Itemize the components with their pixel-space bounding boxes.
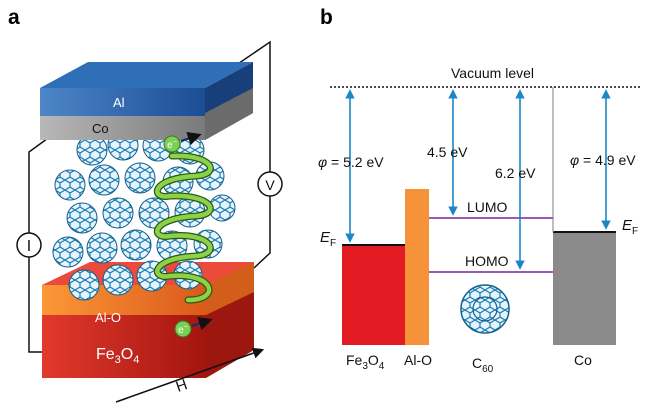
lumo-label: LUMO: [467, 199, 508, 215]
vacuum-level-label: Vacuum level: [451, 65, 534, 81]
svg-text:e−: e−: [167, 139, 177, 151]
voltage-meter-label: V: [265, 177, 275, 193]
alo-material-label: Al-O: [404, 352, 432, 368]
magnetic-field-label: H: [174, 376, 190, 396]
co-bar: [553, 232, 616, 345]
panel-label-b: b: [320, 6, 333, 29]
fe3o4-layer-label: Fe3O4: [96, 346, 139, 366]
homo-label: HOMO: [465, 253, 509, 269]
co-fermi-label: EF: [622, 217, 638, 237]
c60-molecule: [460, 284, 510, 334]
phi-fe3o4-label: φ = 5.2 eV: [318, 154, 384, 170]
current-meter-label: I: [27, 238, 31, 255]
panel-label-a: a: [8, 6, 20, 29]
c60-material-label: C60: [472, 355, 494, 375]
magnetic-field-arrow: H: [115, 347, 265, 403]
fe3o4-bar: [342, 245, 405, 345]
co-layer-label: Co: [92, 121, 109, 136]
phi-co-label: φ = 4.9 eV: [570, 152, 636, 168]
fe3o4-material-label: Fe3O4: [346, 352, 385, 372]
electron-top: e−: [163, 131, 202, 153]
fe3o4-fermi-label: EF: [320, 229, 336, 249]
electron-bottom: e−: [174, 316, 213, 338]
gap-lumo-label: 4.5 eV: [427, 144, 468, 160]
energy-arrows: [345, 89, 611, 270]
co-material-label: Co: [574, 352, 592, 368]
co-al-block: [40, 62, 253, 140]
voltage-meter: V: [257, 171, 283, 197]
c60-molecule-stack: [52, 129, 236, 301]
tunneling-path: [153, 152, 214, 304]
al-layer-label: Al: [113, 95, 125, 110]
gap-homo-label: 6.2 eV: [495, 165, 536, 181]
alo-layer-label: Al-O: [95, 310, 121, 325]
alo-bar: [405, 189, 429, 345]
svg-text:e−: e−: [178, 324, 188, 336]
current-meter: I: [16, 232, 42, 258]
